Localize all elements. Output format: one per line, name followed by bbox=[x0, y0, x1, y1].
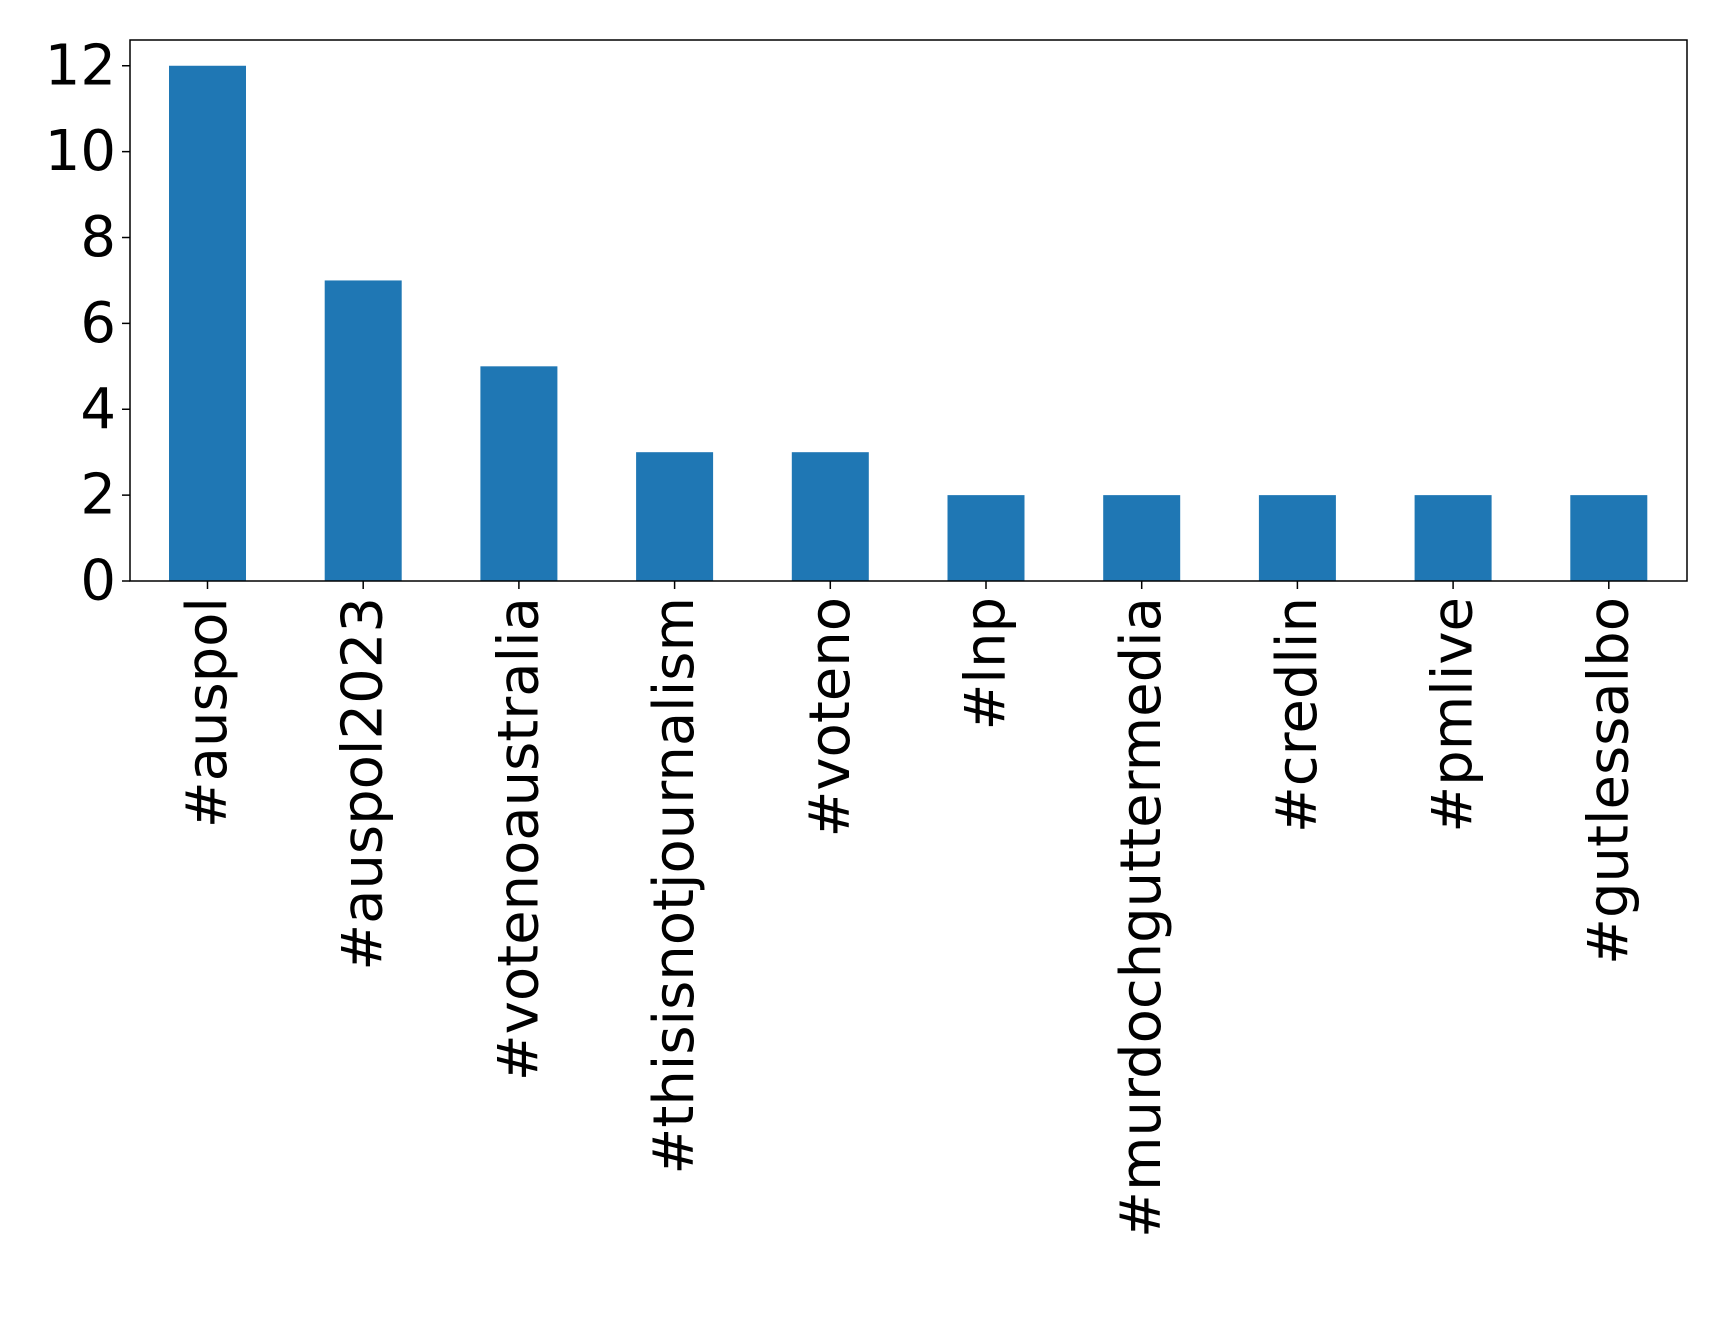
bar-auspol bbox=[169, 65, 246, 581]
bar-thisisnotjournalism bbox=[636, 452, 714, 581]
y-axis: 0 2 4 6 8 10 12 bbox=[45, 33, 130, 614]
plot-frame bbox=[129, 39, 1688, 582]
bar-votenoaustralia bbox=[480, 366, 558, 581]
x-axis: #auspol #auspol2023 #votenoaustralia #thisi… bbox=[175, 581, 1641, 1238]
bar-gutlessalbo bbox=[1570, 495, 1648, 581]
x-tick-label: #pmlive bbox=[1421, 597, 1486, 833]
bar-credlin bbox=[1258, 495, 1336, 581]
x-tick-label: #credlin bbox=[1265, 597, 1330, 833]
y-tick-label: 6 bbox=[80, 291, 116, 356]
x-tick-label: #auspol bbox=[175, 597, 240, 828]
x-tick-label: #gutlessalbo bbox=[1576, 597, 1641, 965]
bars-group bbox=[169, 65, 1648, 581]
x-tick-label: #auspol2023 bbox=[331, 597, 396, 971]
y-tick-label: 10 bbox=[45, 119, 116, 184]
y-tick-label: 4 bbox=[80, 377, 116, 442]
y-tick-label: 2 bbox=[80, 463, 116, 528]
y-tick-label: 12 bbox=[45, 33, 116, 98]
bar-auspol2023 bbox=[324, 280, 402, 581]
x-tick-label: #thisisnotjournalism bbox=[642, 597, 707, 1175]
x-tick-label: #votenoaustralia bbox=[486, 597, 551, 1081]
x-tick-label: #voteno bbox=[798, 597, 863, 838]
bar-lnp bbox=[947, 495, 1025, 581]
y-tick-label: 0 bbox=[80, 549, 116, 614]
y-tick-label: 8 bbox=[80, 205, 116, 270]
bar-voteno bbox=[791, 452, 869, 581]
x-tick-label: #murdochguttermedia bbox=[1109, 597, 1174, 1238]
x-tick-label: #lnp bbox=[954, 597, 1019, 731]
bar-pmlive bbox=[1414, 495, 1492, 581]
bar-murdochguttermedia bbox=[1103, 495, 1181, 581]
